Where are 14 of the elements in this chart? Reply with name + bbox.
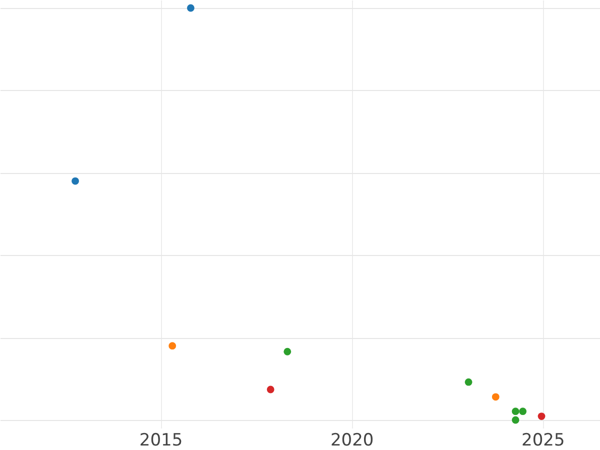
- point: [72, 177, 79, 185]
- point: [284, 348, 292, 356]
- x-tick-label: 2015: [139, 430, 183, 450]
- point: [266, 386, 274, 394]
- x-tick-label: 2025: [522, 430, 565, 450]
- point: [519, 408, 527, 416]
- x-tick-label: 2020: [330, 430, 374, 450]
- point: [512, 408, 520, 416]
- point: [168, 342, 176, 350]
- point: [538, 412, 546, 420]
- point: [492, 393, 500, 401]
- point: [464, 378, 472, 386]
- point: [186, 4, 194, 12]
- point: [512, 416, 520, 424]
